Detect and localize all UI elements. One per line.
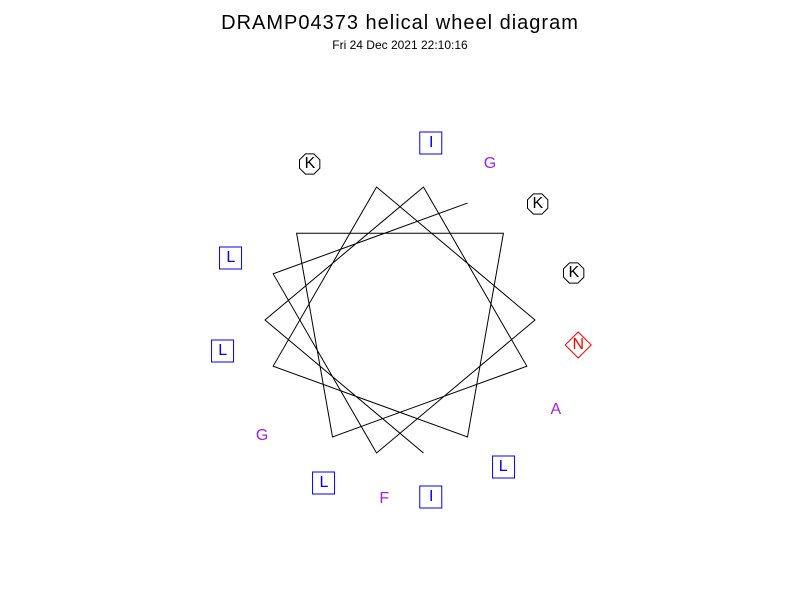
residue-8: I [429, 488, 433, 506]
residue-label: K [569, 264, 580, 281]
residue-label: K [305, 155, 316, 172]
residue-5: G [256, 427, 268, 445]
helical-wheel-diagram [0, 0, 800, 600]
residue-label: L [226, 249, 235, 266]
residue-label: I [429, 134, 433, 151]
residue-1: I [429, 134, 433, 152]
residue-2: K [305, 155, 316, 173]
residue-10: A [551, 401, 562, 419]
residue-0: G [484, 155, 496, 173]
residue-label: G [484, 155, 496, 172]
residue-11: N [572, 336, 584, 354]
residue-7: F [379, 490, 389, 508]
residue-label: N [572, 336, 584, 353]
residue-13: K [533, 195, 544, 213]
residue-label: L [499, 458, 508, 475]
residue-3: L [226, 249, 235, 267]
residue-label: G [256, 427, 268, 444]
residue-label: F [379, 490, 389, 507]
residue-label: L [319, 474, 328, 491]
residue-label: A [551, 401, 562, 418]
residue-6: L [319, 474, 328, 492]
residue-9: L [499, 458, 508, 476]
residue-12: K [569, 264, 580, 282]
residue-label: K [533, 195, 544, 212]
residue-4: L [218, 342, 227, 360]
residue-label: L [218, 342, 227, 359]
wheel-polyline [265, 187, 535, 453]
residue-label: I [429, 488, 433, 505]
